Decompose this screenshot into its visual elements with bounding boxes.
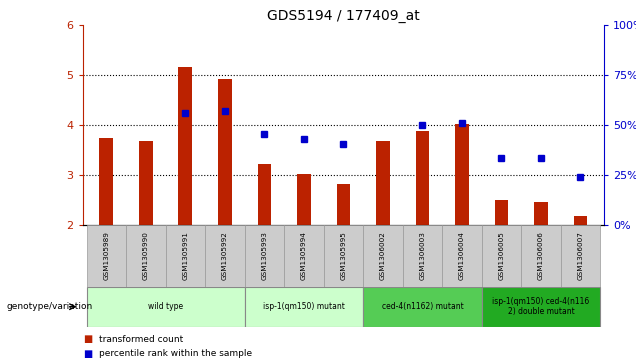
Bar	[376, 141, 390, 225]
Text: GSM1305995: GSM1305995	[340, 232, 347, 280]
Bar	[574, 216, 588, 225]
Bar	[86, 287, 245, 327]
Text: GSM1306004: GSM1306004	[459, 232, 465, 280]
Bar	[561, 225, 600, 287]
Bar	[481, 287, 600, 327]
Title: GDS5194 / 177409_at: GDS5194 / 177409_at	[267, 9, 420, 23]
Bar	[455, 124, 469, 225]
Text: GSM1305993: GSM1305993	[261, 232, 267, 280]
Text: GSM1306003: GSM1306003	[420, 232, 425, 280]
Text: GSM1305990: GSM1305990	[143, 232, 149, 280]
Bar	[363, 287, 481, 327]
Text: percentile rank within the sample: percentile rank within the sample	[99, 350, 252, 358]
Text: GSM1305989: GSM1305989	[104, 232, 109, 280]
Bar	[258, 164, 272, 225]
Text: isp-1(qm150) ced-4(n116
2) double mutant: isp-1(qm150) ced-4(n116 2) double mutant	[492, 297, 590, 317]
Bar	[481, 225, 522, 287]
Bar	[139, 141, 153, 225]
Bar	[442, 225, 481, 287]
Text: ■: ■	[83, 334, 92, 344]
Bar	[324, 225, 363, 287]
Bar	[363, 225, 403, 287]
Text: ced-4(n1162) mutant: ced-4(n1162) mutant	[382, 302, 464, 311]
Text: wild type: wild type	[148, 302, 183, 311]
Text: GSM1306002: GSM1306002	[380, 232, 386, 280]
Bar	[179, 67, 192, 225]
Bar	[165, 225, 205, 287]
Text: ■: ■	[83, 349, 92, 359]
Text: GSM1305992: GSM1305992	[222, 232, 228, 280]
Bar	[297, 174, 311, 225]
Bar	[284, 225, 324, 287]
Bar	[534, 202, 548, 225]
Text: isp-1(qm150) mutant: isp-1(qm150) mutant	[263, 302, 345, 311]
Bar	[99, 138, 113, 225]
Bar	[415, 131, 429, 225]
Text: transformed count: transformed count	[99, 335, 183, 344]
Bar	[218, 79, 232, 225]
Text: GSM1305991: GSM1305991	[183, 232, 188, 280]
Bar	[86, 225, 126, 287]
Text: GSM1306007: GSM1306007	[577, 232, 583, 280]
Bar	[495, 200, 508, 225]
Bar	[336, 184, 350, 225]
Bar	[126, 225, 165, 287]
Bar	[205, 225, 245, 287]
Bar	[245, 225, 284, 287]
Bar	[245, 287, 363, 327]
Text: GSM1306005: GSM1306005	[499, 232, 504, 280]
Text: GSM1306006: GSM1306006	[538, 232, 544, 280]
Text: GSM1305994: GSM1305994	[301, 232, 307, 280]
Text: genotype/variation: genotype/variation	[6, 302, 93, 311]
Bar	[522, 225, 561, 287]
Bar	[403, 225, 442, 287]
